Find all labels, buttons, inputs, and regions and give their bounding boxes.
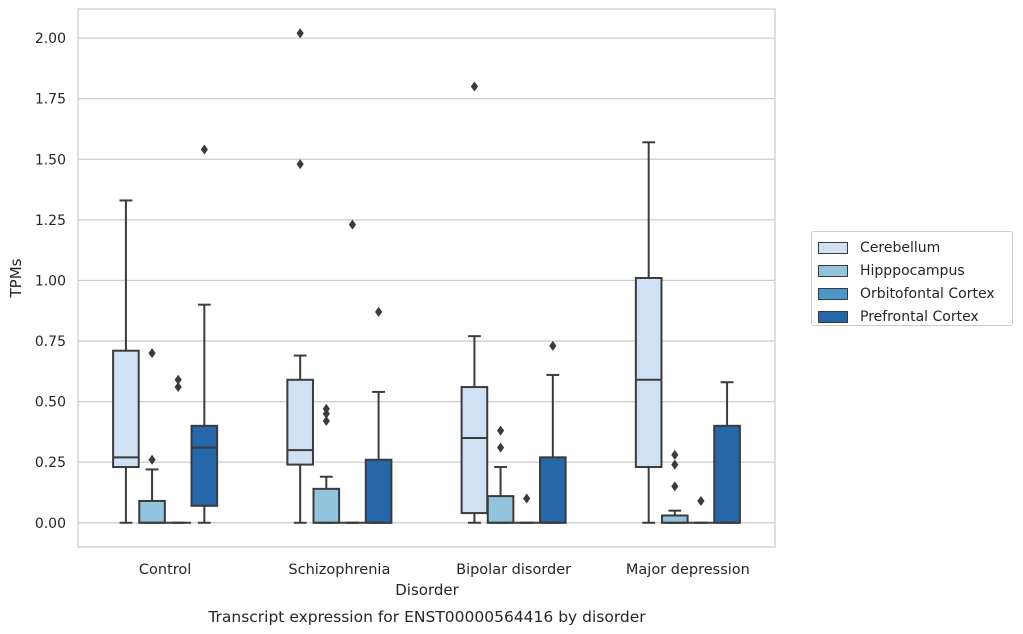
y-tick-label: 0.75 bbox=[35, 334, 66, 350]
y-tick-labels: 0.00 0.25 0.50 0.75 1.00 1.25 1.50 1.75 2.00 bbox=[35, 31, 66, 532]
box-body bbox=[190, 424, 219, 507]
box-body bbox=[312, 487, 341, 524]
box-body bbox=[112, 349, 140, 469]
y-tick-label: 1.50 bbox=[35, 152, 66, 168]
outlier-point bbox=[200, 144, 208, 155]
legend-swatch-hippocampus bbox=[818, 264, 848, 277]
outlier-point bbox=[296, 159, 304, 170]
legend: Cerebellum Hipppocampus Orbitofontal Cor… bbox=[811, 231, 1013, 326]
grid-lines bbox=[78, 37, 775, 524]
y-tick-label: 1.75 bbox=[35, 92, 66, 108]
outlier-point bbox=[697, 495, 705, 506]
outlier-point bbox=[174, 382, 182, 393]
y-tick-label: 0.00 bbox=[35, 516, 66, 532]
outlier-point bbox=[496, 425, 505, 436]
y-tick-label: 2.00 bbox=[35, 31, 66, 47]
x-tick-labels: Control Schizophrenia Bipolar disorder Majo… bbox=[139, 562, 750, 578]
outlier-point bbox=[322, 415, 330, 426]
box-body bbox=[634, 277, 663, 469]
box-body bbox=[286, 378, 314, 466]
box-body bbox=[364, 458, 393, 524]
legend-item-cerebellum: Cerebellum bbox=[818, 236, 1012, 259]
outlier-point bbox=[671, 449, 679, 460]
y-tick-label: 0.50 bbox=[35, 395, 66, 411]
x-axis-label: Disorder bbox=[395, 581, 459, 599]
outlier-point bbox=[348, 219, 357, 230]
legend-item-hippocampus: Hipppocampus bbox=[818, 259, 1012, 282]
legend-swatch-prefrontal-cortex bbox=[818, 310, 848, 323]
x-tick-label: Schizophrenia bbox=[288, 562, 390, 578]
legend-label-cerebellum: Cerebellum bbox=[860, 239, 941, 256]
box-body bbox=[660, 514, 689, 524]
outlier-point bbox=[148, 348, 156, 359]
x-tick-label: Major depression bbox=[626, 562, 750, 578]
legend-label-hippocampus: Hipppocampus bbox=[860, 262, 965, 279]
legend-label-prefrontal-cortex: Prefrontal Cortex bbox=[860, 308, 979, 325]
box-body bbox=[486, 495, 515, 524]
x-tick-label: Control bbox=[139, 562, 191, 578]
box-group bbox=[286, 28, 393, 524]
plot-frame bbox=[77, 8, 776, 548]
legend-label-orbitofrontal-cortex: Orbitofontal Cortex bbox=[860, 285, 995, 302]
box-body bbox=[713, 424, 741, 524]
legend-item-prefrontal-cortex: Prefrontal Cortex bbox=[818, 305, 1012, 328]
box-body bbox=[138, 499, 166, 524]
legend-swatch-cerebellum bbox=[818, 241, 848, 254]
box-group bbox=[460, 81, 567, 524]
outlier-point bbox=[523, 493, 531, 504]
y-axis-label: TPMs bbox=[7, 258, 25, 298]
y-tick-label: 1.25 bbox=[35, 213, 66, 229]
box-groups bbox=[112, 28, 741, 524]
box-group bbox=[112, 144, 219, 524]
box-body bbox=[460, 386, 489, 515]
box-group bbox=[634, 141, 741, 524]
outlier-point bbox=[148, 454, 156, 465]
legend-swatch-orbitofrontal-cortex bbox=[818, 287, 848, 300]
outlier-point bbox=[174, 374, 182, 385]
outlier-point bbox=[496, 442, 505, 453]
chart-title: Transcript expression for ENST0000056441… bbox=[207, 608, 646, 626]
outlier-point bbox=[322, 408, 330, 419]
outlier-point bbox=[296, 28, 304, 39]
outlier-point bbox=[470, 81, 479, 92]
outlier-point bbox=[671, 459, 679, 470]
y-tick-label: 0.25 bbox=[35, 455, 66, 471]
y-tick-label: 1.00 bbox=[35, 273, 66, 289]
outlier-point bbox=[374, 306, 383, 317]
outlier-point bbox=[671, 481, 679, 492]
x-tick-label: Bipolar disorder bbox=[456, 562, 571, 578]
outlier-point bbox=[549, 340, 557, 351]
legend-item-orbitofrontal-cortex: Orbitofontal Cortex bbox=[818, 282, 1012, 305]
box-body bbox=[539, 456, 567, 524]
